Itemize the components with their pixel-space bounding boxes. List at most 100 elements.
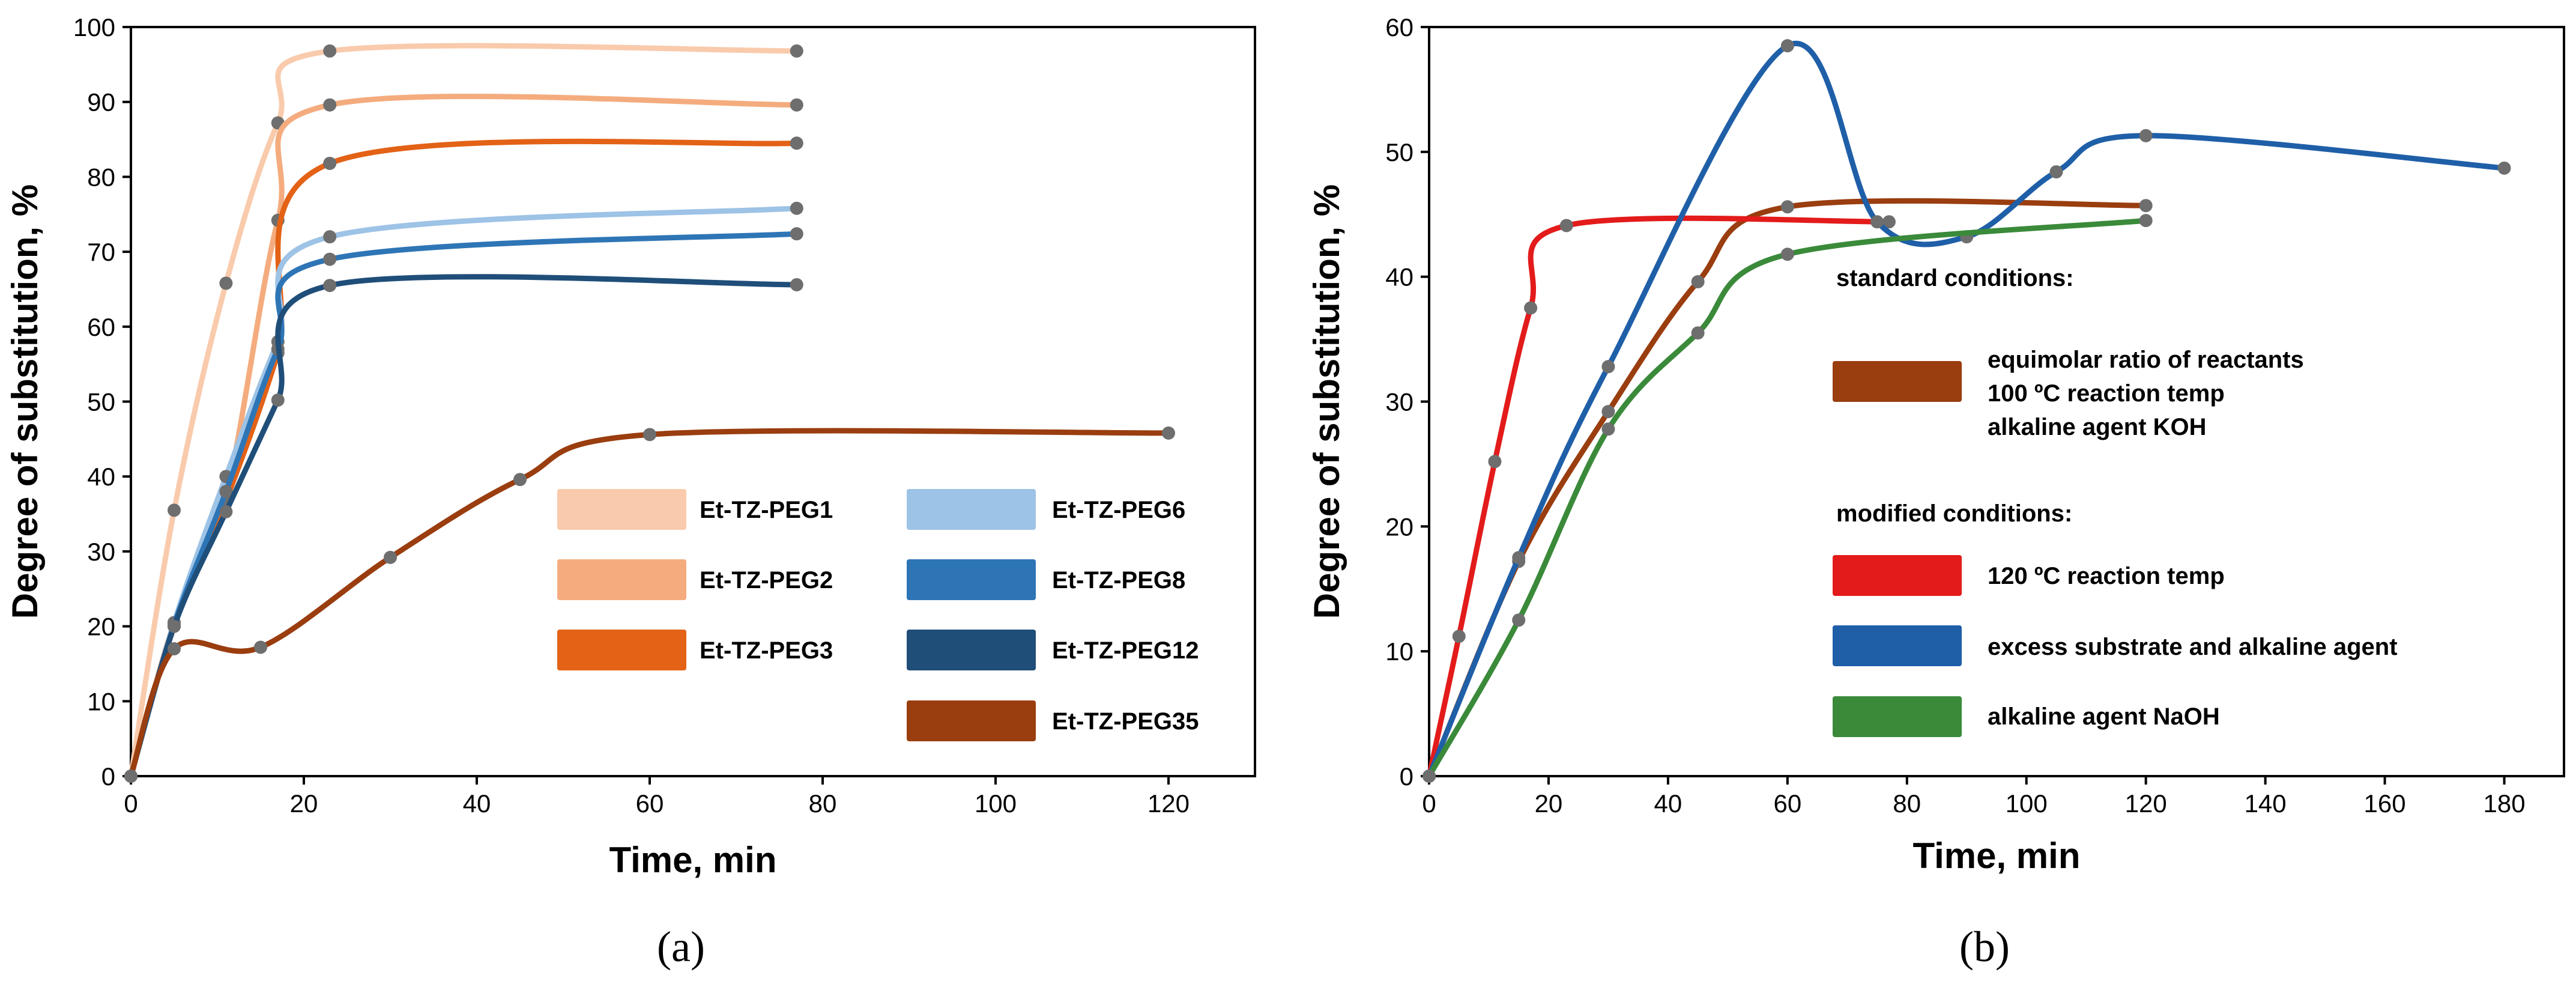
series-line-0-5 — [128, 274, 800, 779]
legend-label: 120 ºC reaction temp — [1988, 563, 2225, 589]
x-tick-label: 120 — [1147, 789, 1190, 818]
series-line-1-3 — [1426, 217, 2149, 779]
legend-swatch — [907, 700, 1036, 741]
y-axis-title: Degree of substitution, % — [5, 184, 45, 619]
y-tick-label: 40 — [87, 463, 115, 491]
chart-panel-b: 0 10 20 30 40 50 60 0 20 40 60 80 100 120 140 160 180 Tim… — [1307, 13, 2565, 971]
legend-swatch — [1833, 696, 1962, 737]
legend-label: Et-TZ-PEG6 — [1052, 497, 1185, 523]
y-tick-label: 100 — [73, 13, 115, 41]
data-point — [790, 44, 803, 58]
data-point — [1524, 301, 1538, 315]
x-tick-label: 0 — [124, 789, 138, 818]
x-axis-title: Time, min — [1913, 836, 2081, 876]
data-point — [790, 98, 803, 112]
legend-swatch — [1833, 625, 1962, 666]
legend-swatch — [557, 489, 686, 530]
data-point — [790, 227, 803, 241]
data-point — [1423, 770, 1436, 783]
data-point — [168, 619, 181, 633]
legend-label: alkaline agent KOH — [1988, 414, 2207, 440]
data-point — [1452, 630, 1466, 643]
data-point — [271, 393, 285, 407]
data-point — [1512, 551, 1526, 565]
y-tick-label: 0 — [101, 762, 115, 791]
x-tick-label: 80 — [809, 789, 837, 818]
legend-heading: standard conditions: — [1836, 265, 2074, 291]
legend-swatch — [907, 489, 1036, 530]
data-point — [1559, 219, 1573, 232]
data-point — [323, 279, 337, 293]
data-point — [168, 642, 181, 656]
x-tick-label: 100 — [975, 789, 1017, 818]
y-tick-label: 10 — [87, 687, 115, 715]
data-point — [643, 428, 656, 442]
data-point — [790, 201, 803, 215]
legend-heading: modified conditions: — [1836, 500, 2072, 527]
x-tick-label: 0 — [1422, 789, 1436, 818]
y-tick-label: 50 — [87, 388, 115, 416]
data-point — [384, 550, 397, 564]
legend-swatch — [1833, 555, 1962, 596]
legend-swatch — [557, 630, 686, 670]
data-point — [2497, 161, 2511, 175]
panel-label: (a) — [657, 923, 705, 971]
data-point — [323, 44, 337, 58]
y-tick-label: 0 — [1400, 762, 1413, 791]
series-line-0-6 — [128, 428, 1172, 779]
data-point — [323, 230, 337, 244]
legend-label: alkaline agent NaOH — [1988, 703, 2220, 730]
series-line-0-1 — [128, 93, 800, 779]
x-tick-label: 140 — [2245, 789, 2287, 818]
series-line-1-1 — [1426, 215, 1892, 779]
x-tick-label: 120 — [2125, 789, 2167, 818]
data-point — [219, 485, 233, 499]
data-point — [1691, 275, 1705, 288]
data-point — [2049, 165, 2063, 179]
data-point — [1780, 39, 1794, 53]
y-tick-label: 70 — [87, 238, 115, 266]
chart-panel-a: 0 10 20 30 40 50 60 70 80 90 100 0 20 40 60 80 100 120 Tim… — [5, 13, 1256, 971]
x-tick-label: 60 — [1773, 789, 1801, 818]
y-tick-label: 10 — [1385, 637, 1413, 666]
x-tick-label: 20 — [1535, 789, 1563, 818]
x-tick-label: 20 — [290, 789, 318, 818]
data-point — [323, 252, 337, 266]
data-point — [1488, 455, 1502, 469]
y-tick-label: 20 — [87, 613, 115, 641]
data-point — [513, 473, 527, 487]
x-tick-label: 180 — [2483, 789, 2525, 818]
data-point — [219, 505, 233, 518]
y-axis-title: Degree of substitution, % — [1307, 184, 1347, 619]
legend-label: excess substrate and alkaline agent — [1988, 634, 2398, 660]
legend-label: equimolar ratio of reactants — [1988, 347, 2304, 373]
x-axis-title: Time, min — [609, 840, 777, 880]
x-tick-label: 100 — [2006, 789, 2048, 818]
data-point — [790, 136, 803, 150]
legend-label: Et-TZ-PEG3 — [700, 637, 833, 664]
panel-label: (b) — [1959, 923, 2010, 971]
data-point — [1780, 200, 1794, 214]
data-point — [1601, 360, 1615, 374]
y-tick-label: 20 — [1385, 512, 1413, 541]
data-point — [2139, 199, 2153, 213]
legend-label: Et-TZ-PEG1 — [700, 497, 833, 523]
data-point — [1882, 215, 1896, 229]
x-tick-label: 40 — [463, 789, 491, 818]
data-point — [1162, 426, 1175, 440]
x-tick-label: 40 — [1654, 789, 1683, 818]
legend-label: Et-TZ-PEG35 — [1052, 708, 1199, 735]
legend-label: 100 ºC reaction temp — [1988, 380, 2225, 407]
data-point — [2139, 214, 2153, 228]
y-tick-label: 30 — [1385, 388, 1413, 416]
data-point — [1870, 215, 1884, 229]
y-tick-label: 80 — [87, 163, 115, 191]
data-point — [1512, 613, 1526, 627]
data-point — [790, 278, 803, 291]
y-tick-label: 90 — [87, 88, 115, 117]
data-point — [254, 640, 267, 654]
y-tick-label: 60 — [1385, 13, 1413, 41]
y-tick-label: 60 — [87, 313, 115, 341]
